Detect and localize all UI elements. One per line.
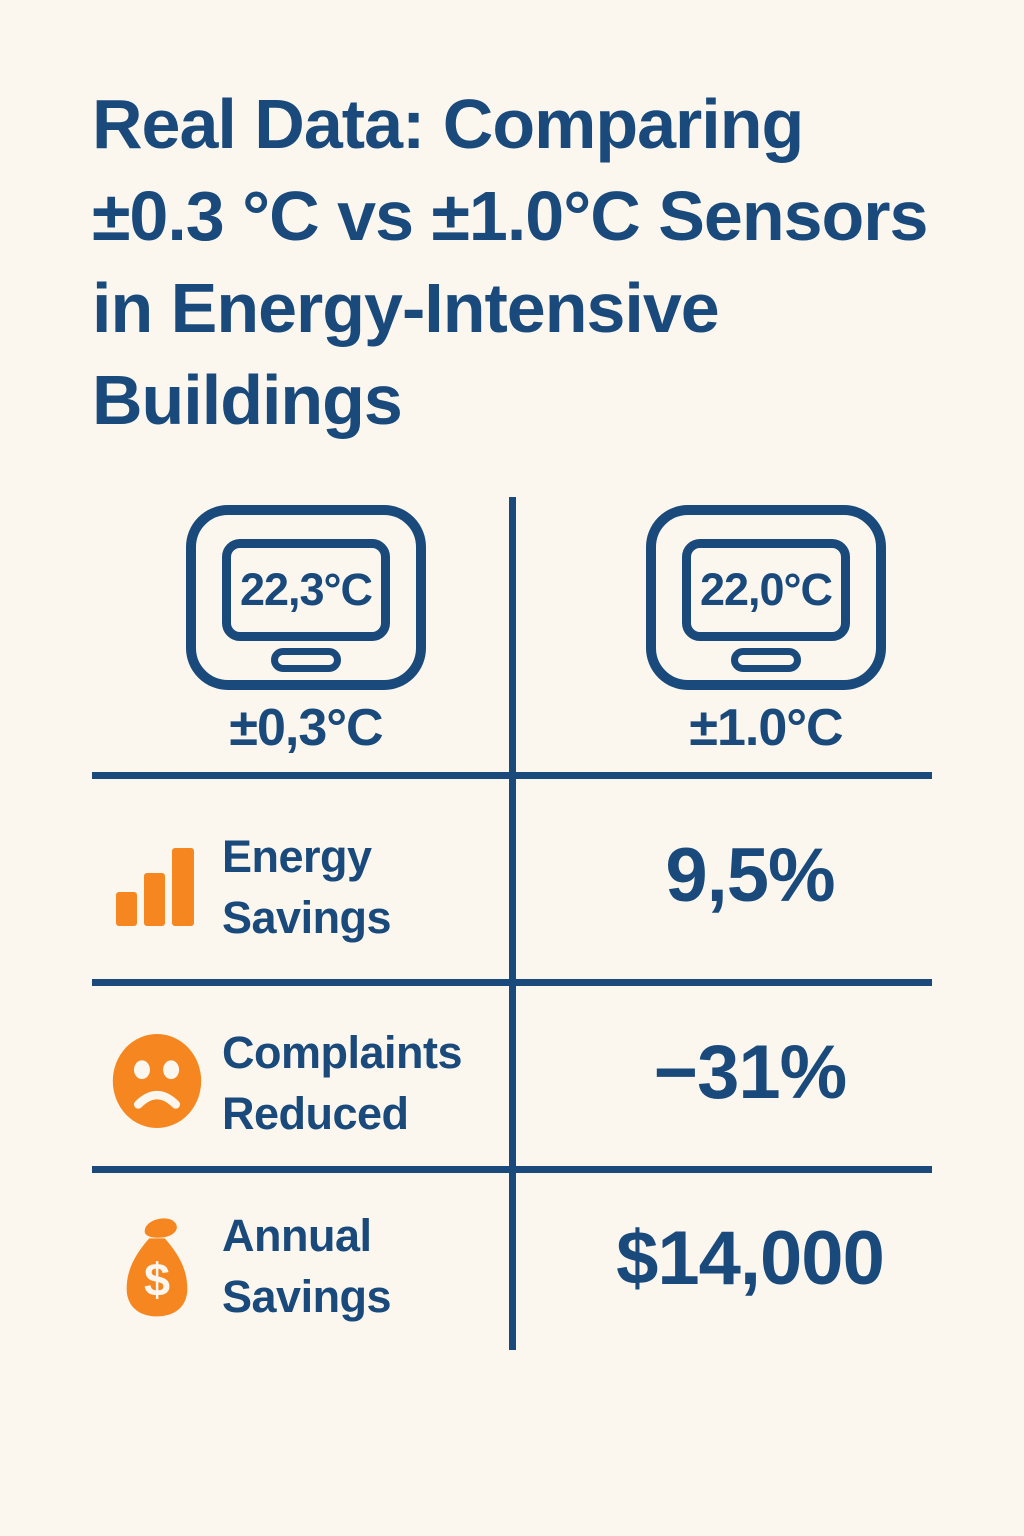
table-rule-middle-1 bbox=[92, 979, 932, 986]
title-line-2: ±0.3 °C vs ±1.0°C Sensors bbox=[92, 177, 928, 255]
value-complaints-reduced: −31% bbox=[653, 1030, 848, 1115]
thermostat-icon-left: 22,3°C bbox=[186, 505, 426, 690]
table-rule-top bbox=[92, 772, 932, 779]
sad-face-icon bbox=[110, 1032, 204, 1135]
title-line-1: Real Data: Comparing bbox=[92, 85, 804, 163]
thermostat-screen-right: 22,0°C bbox=[682, 539, 850, 641]
thermostat-reading-left: 22,3°C bbox=[239, 564, 373, 615]
value-energy-savings: 9,5% bbox=[665, 833, 835, 918]
thermostat-button-right bbox=[731, 648, 801, 672]
thermostat-screen-left: 22,3°C bbox=[222, 539, 390, 641]
row-label-annual-savings: Annual Savings bbox=[222, 1205, 512, 1327]
title-line-3: in Energy-Intensive bbox=[92, 269, 720, 347]
table-rule-middle-2 bbox=[92, 1166, 932, 1173]
thermostat-reading-right: 22,0°C bbox=[699, 564, 833, 615]
row-label-line: Savings bbox=[222, 1271, 392, 1322]
row-label-line: Reduced bbox=[222, 1088, 409, 1139]
page-title: Real Data: Comparing ±0.3 °C vs ±1.0°C S… bbox=[92, 78, 982, 446]
thermostat-icon-right: 22,0°C bbox=[646, 505, 886, 690]
value-annual-savings: $14,000 bbox=[616, 1216, 885, 1301]
column-divider bbox=[509, 497, 516, 1350]
sensor-accuracy-label-left: ±0,3°C bbox=[229, 699, 383, 757]
money-bag-icon: $ bbox=[118, 1208, 196, 1331]
row-label-energy-savings: Energy Savings bbox=[222, 826, 512, 948]
thermostat-button-left bbox=[271, 648, 341, 672]
title-line-4: Buildings bbox=[92, 361, 403, 439]
row-label-complaints-reduced: Complaints Reduced bbox=[222, 1022, 512, 1144]
sensor-accuracy-label-right: ±1.0°C bbox=[689, 699, 843, 757]
row-label-line: Energy bbox=[222, 831, 372, 882]
svg-text:$: $ bbox=[144, 1254, 170, 1306]
row-label-line: Savings bbox=[222, 892, 392, 943]
row-label-line: Complaints bbox=[222, 1027, 463, 1078]
row-label-line: Annual bbox=[222, 1210, 372, 1261]
bar-chart-icon bbox=[116, 846, 196, 931]
